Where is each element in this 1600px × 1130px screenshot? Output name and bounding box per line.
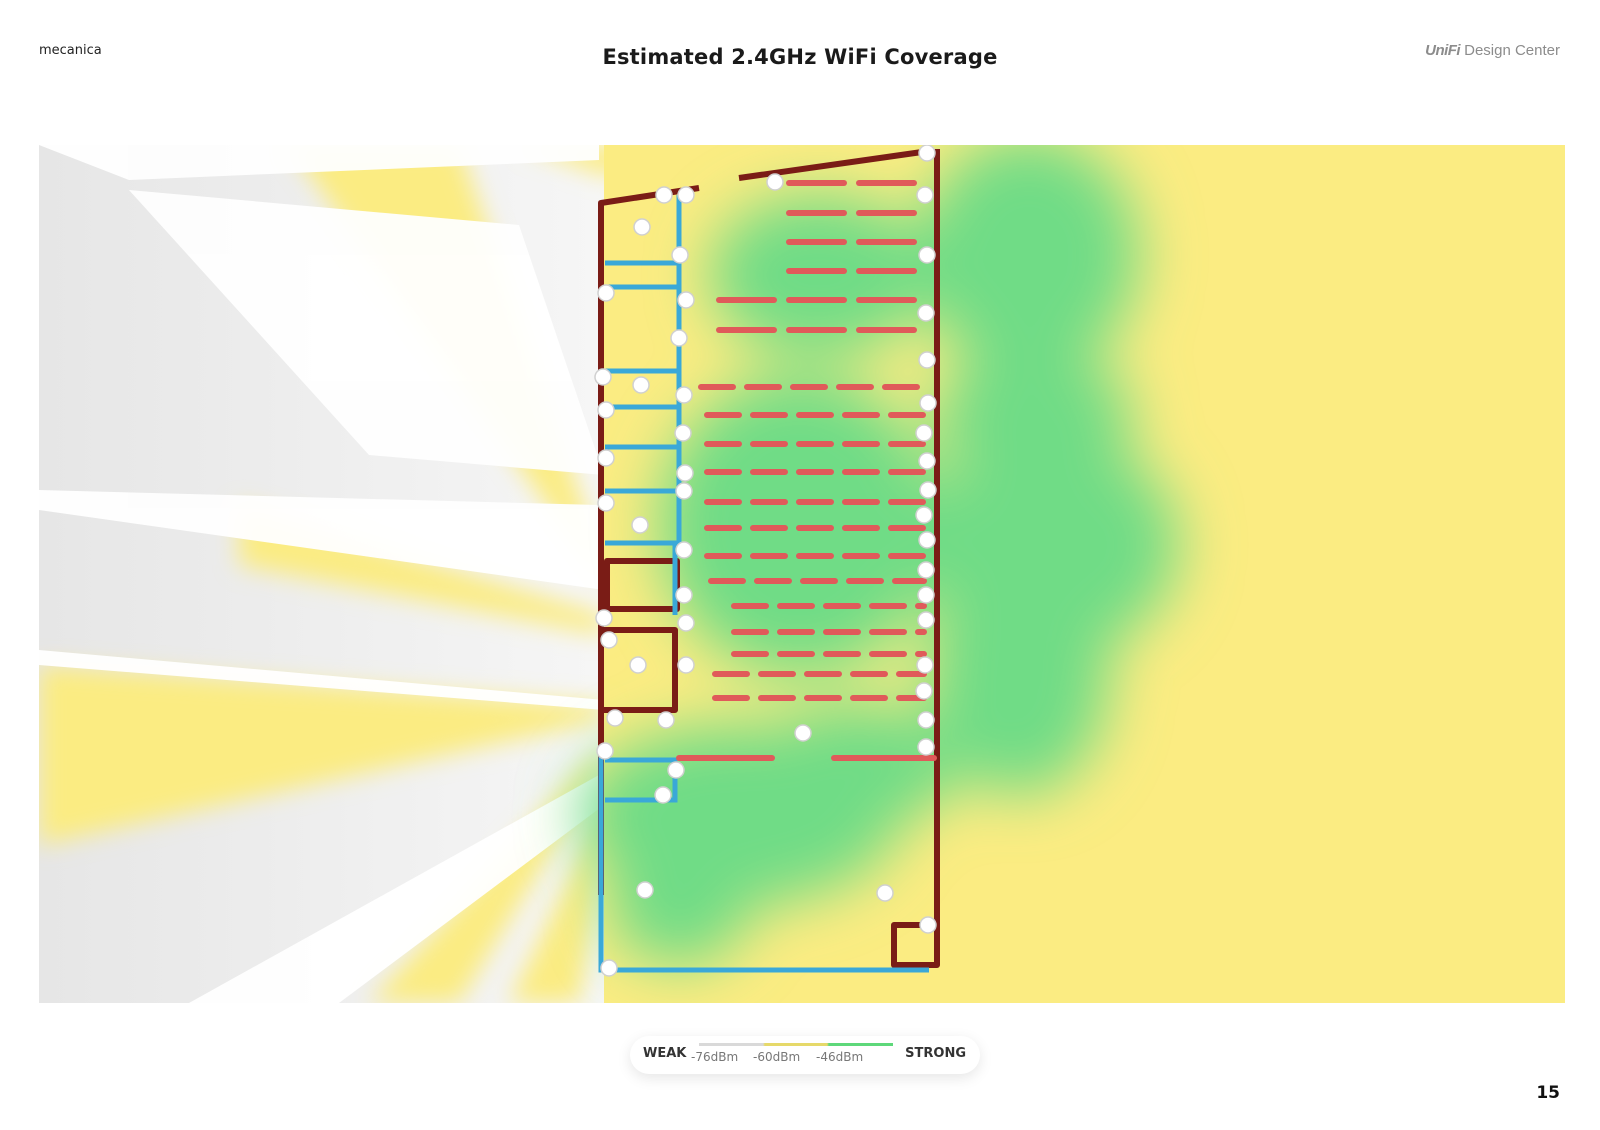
signal-legend: WEAK -76dBm -60dBm -46dBm STRONG — [630, 1036, 980, 1074]
page-title: Estimated 2.4GHz WiFi Coverage — [602, 45, 998, 69]
legend-tick-weak: -76dBm — [691, 1050, 739, 1064]
page-number: 15 — [1536, 1083, 1560, 1103]
project-name: mecanica — [39, 43, 102, 58]
legend-tick-medium: -60dBm — [753, 1050, 801, 1064]
shelving-rows — [676, 180, 937, 761]
coverage-heatmap — [39, 145, 1565, 1003]
legend-tick-strong: -46dBm — [816, 1050, 864, 1064]
brand-text: Design Center — [1464, 42, 1560, 59]
unifi-logo: UniFi — [1425, 42, 1461, 59]
brand-logo: UniFi Design Center — [1425, 42, 1560, 59]
signal-shadow-rays — [39, 145, 604, 1003]
coverage-strong-zones — [579, 145, 1179, 965]
legend-gradient-bar — [699, 1043, 893, 1046]
legend-weak-label: WEAK — [643, 1046, 687, 1061]
legend-strong-label: STRONG — [905, 1046, 966, 1061]
access-points — [594, 145, 937, 977]
